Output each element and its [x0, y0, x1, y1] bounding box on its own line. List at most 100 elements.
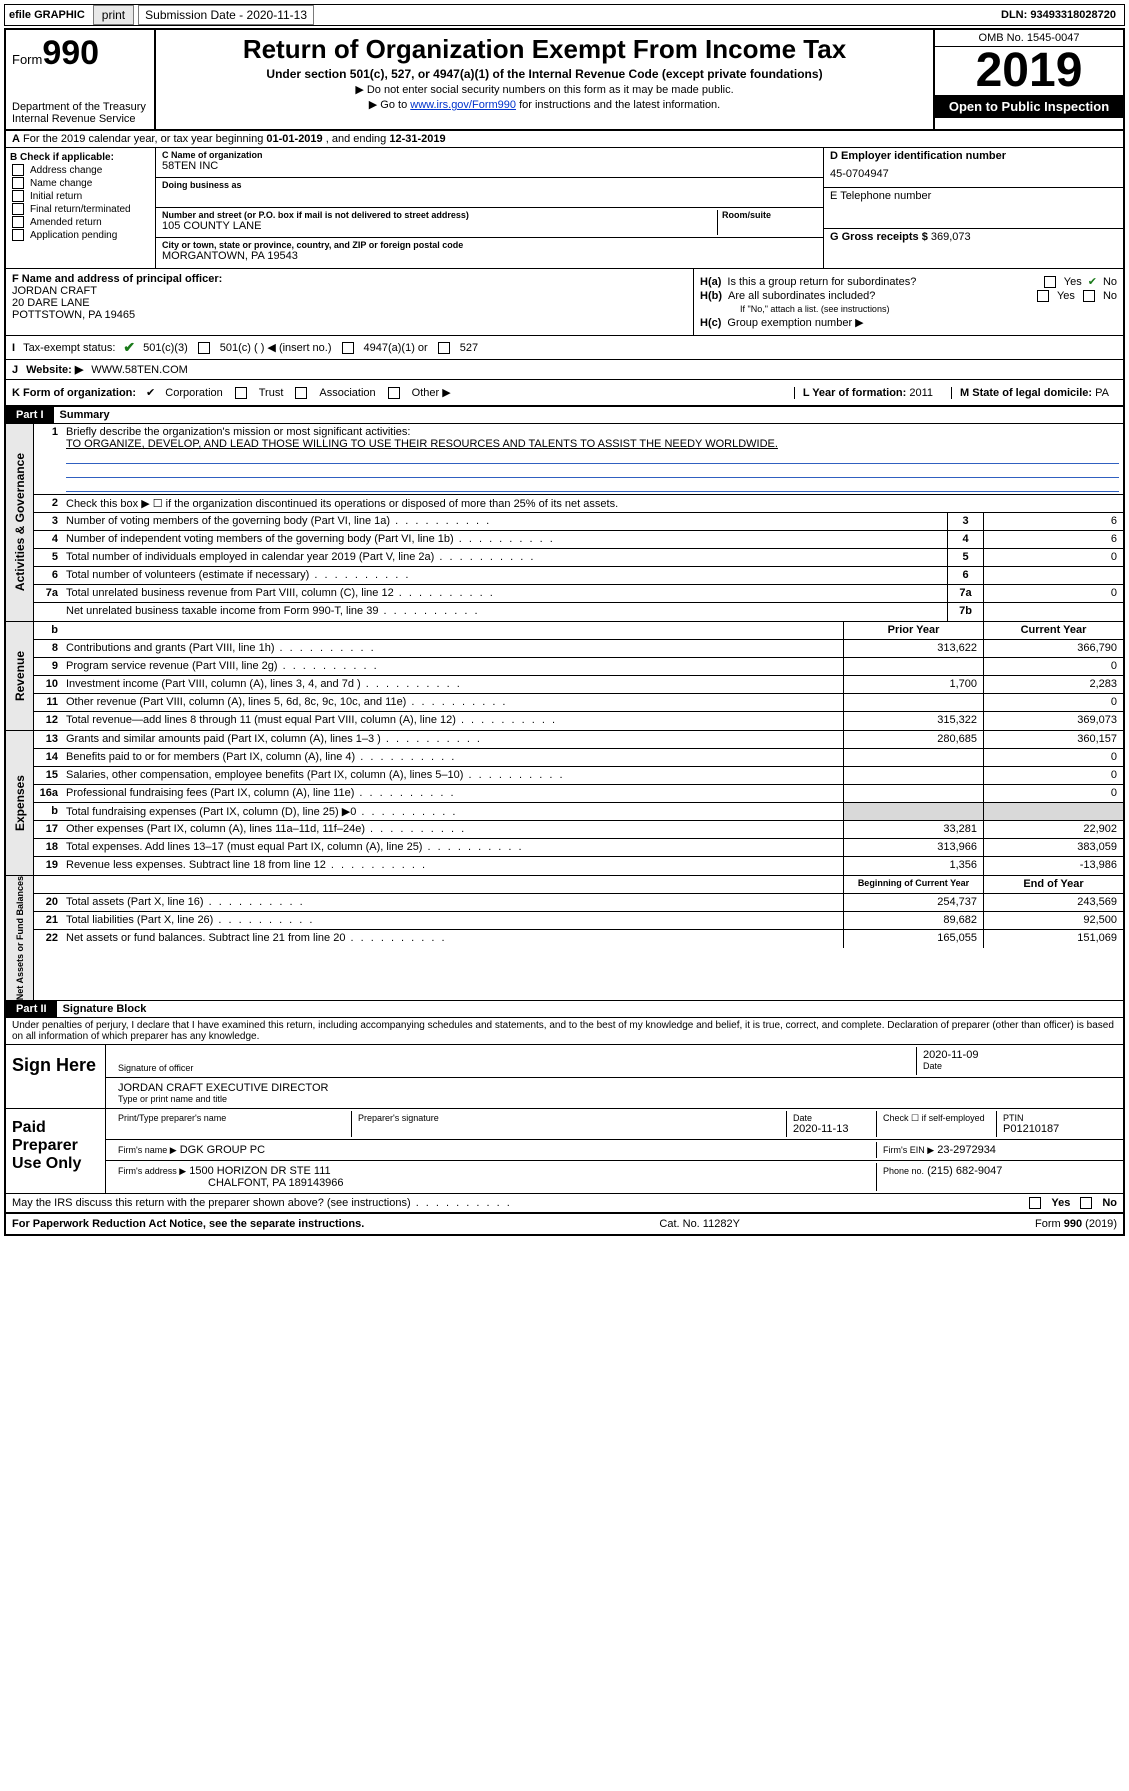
rev-header-row: Revenue b Prior Year Current Year 8Contr… [6, 622, 1123, 731]
discuss-row: May the IRS discuss this return with the… [6, 1194, 1123, 1214]
dba-cell: Doing business as [156, 178, 823, 208]
part-i-header: Part I Summary [6, 407, 1123, 424]
dln: DLN: 93493318028720 [1001, 9, 1124, 21]
city: MORGANTOWN, PA 19543 [162, 250, 817, 262]
chk-name: Name change [10, 177, 151, 189]
check-icon: ✔ [146, 386, 155, 399]
section-governance: Activities & Governance 1 Briefly descri… [6, 424, 1123, 622]
table-row: 21Total liabilities (Part X, line 26)89,… [34, 912, 1123, 930]
street-cell: Number and street (or P.O. box if mail i… [156, 208, 823, 238]
efile-label: efile GRAPHIC [5, 9, 89, 21]
box-klm: K Form of organization: ✔Corporation Tru… [6, 380, 1123, 407]
table-row: 16aProfessional fundraising fees (Part I… [34, 785, 1123, 803]
table-row: 20Total assets (Part X, line 16)254,7372… [34, 894, 1123, 912]
box-deg: D Employer identification number 45-0704… [823, 148, 1123, 268]
form-note1: ▶ Do not enter social security numbers o… [166, 83, 923, 96]
street: 105 COUNTY LANE [162, 220, 717, 232]
table-row: 6Total number of volunteers (estimate if… [34, 567, 1123, 585]
box-g: G Gross receipts $ 369,073 [824, 229, 1123, 268]
chk-final: Final return/terminated [10, 203, 151, 215]
website: WWW.58TEN.COM [91, 364, 188, 376]
table-row: 17Other expenses (Part IX, column (A), l… [34, 821, 1123, 839]
table-row: 9Program service revenue (Part VIII, lin… [34, 658, 1123, 676]
check-icon: ✔ [1088, 275, 1097, 288]
org-name: 58TEN INC [162, 160, 817, 172]
section-expenses: Expenses 13Grants and similar amounts pa… [6, 731, 1123, 876]
form-note2: ▶ Go to www.irs.gov/Form990 for instruct… [166, 98, 923, 111]
department: Department of the Treasury Internal Reve… [12, 101, 148, 125]
table-row: 19Revenue less expenses. Subtract line 1… [34, 857, 1123, 875]
submission-date: Submission Date - 2020-11-13 [138, 5, 314, 25]
form-header: Form990 Department of the Treasury Inter… [6, 30, 1123, 131]
box-b-label: B Check if applicable: [10, 152, 151, 163]
check-icon: ✔ [123, 339, 135, 356]
governance-content: 1 Briefly describe the organization's mi… [34, 424, 1123, 621]
table-row: 13Grants and similar amounts paid (Part … [34, 731, 1123, 749]
side-netassets: Net Assets or Fund Balances [6, 876, 34, 1000]
table-row: 12Total revenue—add lines 8 through 11 (… [34, 712, 1123, 730]
table-row: 3Number of voting members of the governi… [34, 513, 1123, 531]
header-left: Form990 Department of the Treasury Inter… [6, 30, 156, 129]
row-b-num: b [34, 622, 62, 639]
table-row: 11Other revenue (Part VIII, column (A), … [34, 694, 1123, 712]
side-expenses: Expenses [6, 731, 34, 875]
period-line: A For the 2019 calendar year, or tax yea… [6, 131, 1123, 148]
side-rev: Revenue [6, 622, 34, 730]
table-row: 7aTotal unrelated business revenue from … [34, 585, 1123, 603]
sign-here-row: Sign Here Signature of officer 2020-11-0… [6, 1045, 1123, 1109]
table-row: 14Benefits paid to or for members (Part … [34, 749, 1123, 767]
declaration: Under penalties of perjury, I declare th… [6, 1018, 1123, 1045]
tax-year: 2019 [935, 47, 1123, 95]
city-cell: City or town, state or province, country… [156, 238, 823, 268]
footer: For Paperwork Reduction Act Notice, see … [6, 1214, 1123, 1234]
box-e: E Telephone number [824, 188, 1123, 228]
form-990: 990 [42, 34, 99, 72]
box-h: H(a) Is this a group return for subordin… [693, 269, 1123, 335]
box-b: B Check if applicable: Address change Na… [6, 148, 156, 268]
section-netassets: Net Assets or Fund Balances Beginning of… [6, 876, 1123, 1001]
box-c: C Name of organization 58TEN INC Doing b… [156, 148, 823, 268]
table-row: 5Total number of individuals employed in… [34, 549, 1123, 567]
chk-initial: Initial return [10, 190, 151, 202]
chk-address: Address change [10, 164, 151, 176]
table-row: Net unrelated business taxable income fr… [34, 603, 1123, 621]
topbar: efile GRAPHIC print Submission Date - 20… [4, 4, 1125, 26]
form-subtitle: Under section 501(c), 527, or 4947(a)(1)… [166, 67, 923, 81]
block-bcd: B Check if applicable: Address change Na… [6, 148, 1123, 269]
org-name-cell: C Name of organization 58TEN INC [156, 148, 823, 178]
table-row: 22Net assets or fund balances. Subtract … [34, 930, 1123, 948]
officer-addr1: 20 DARE LANE [12, 297, 687, 309]
table-row: 18Total expenses. Add lines 13–17 (must … [34, 839, 1123, 857]
paid-preparer-row: Paid Preparer Use Only Print/Type prepar… [6, 1109, 1123, 1194]
box-f: F Name and address of principal officer:… [6, 269, 693, 335]
chk-pending: Application pending [10, 229, 151, 241]
box-d: D Employer identification number 45-0704… [824, 148, 1123, 188]
irs-link[interactable]: www.irs.gov/Form990 [410, 99, 516, 111]
form-number: Form990 [12, 34, 148, 73]
form-title: Return of Organization Exempt From Incom… [166, 34, 923, 65]
form-prefix: Form [12, 52, 42, 67]
table-row: 4Number of independent voting members of… [34, 531, 1123, 549]
block-fh: F Name and address of principal officer:… [6, 269, 1123, 336]
paid-preparer-label: Paid Preparer Use Only [6, 1109, 106, 1193]
table-row: 8Contributions and grants (Part VIII, li… [34, 640, 1123, 658]
header-right: OMB No. 1545-0047 2019 Open to Public In… [933, 30, 1123, 129]
form-container: Form990 Department of the Treasury Inter… [4, 28, 1125, 1236]
table-row: 10Investment income (Part VIII, column (… [34, 676, 1123, 694]
print-button[interactable]: print [93, 5, 134, 25]
sign-here-label: Sign Here [6, 1045, 106, 1108]
side-governance: Activities & Governance [6, 424, 34, 621]
gross-receipts: 369,073 [931, 231, 971, 243]
officer-name: JORDAN CRAFT [12, 285, 687, 297]
box-i: I Tax-exempt status: ✔501(c)(3) 501(c) (… [6, 336, 1123, 360]
officer-addr2: POTTSTOWN, PA 19465 [12, 309, 687, 321]
part-ii-header: Part II Signature Block [6, 1001, 1123, 1018]
ein: 45-0704947 [830, 168, 1117, 180]
table-row: bTotal fundraising expenses (Part IX, co… [34, 803, 1123, 821]
chk-amended: Amended return [10, 216, 151, 228]
box-j: J Website: ▶ WWW.58TEN.COM [6, 360, 1123, 380]
header-mid: Return of Organization Exempt From Incom… [156, 30, 933, 129]
open-to-public: Open to Public Inspection [935, 95, 1123, 118]
table-row: 15Salaries, other compensation, employee… [34, 767, 1123, 785]
mission: TO ORGANIZE, DEVELOP, AND LEAD THOSE WIL… [66, 438, 778, 450]
